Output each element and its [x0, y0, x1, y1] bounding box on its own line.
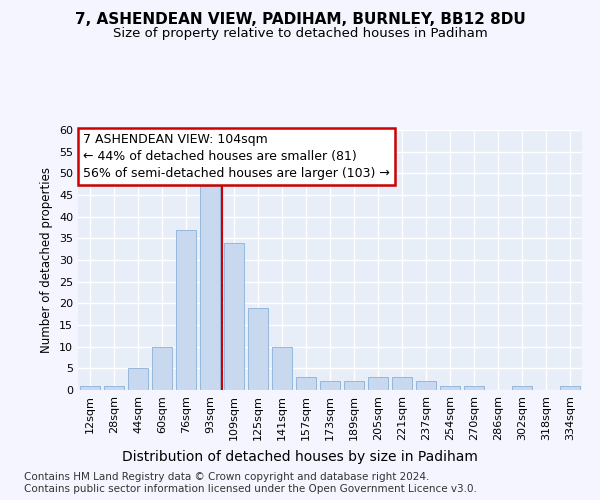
Text: 7, ASHENDEAN VIEW, PADIHAM, BURNLEY, BB12 8DU: 7, ASHENDEAN VIEW, PADIHAM, BURNLEY, BB1…: [74, 12, 526, 28]
Bar: [560, 386, 580, 390]
Bar: [320, 382, 340, 390]
Bar: [152, 346, 172, 390]
Bar: [128, 368, 148, 390]
Bar: [344, 382, 364, 390]
Text: Contains public sector information licensed under the Open Government Licence v3: Contains public sector information licen…: [24, 484, 477, 494]
Text: Contains HM Land Registry data © Crown copyright and database right 2024.: Contains HM Land Registry data © Crown c…: [24, 472, 430, 482]
Bar: [200, 186, 220, 390]
Bar: [176, 230, 196, 390]
Bar: [80, 386, 100, 390]
Y-axis label: Number of detached properties: Number of detached properties: [40, 167, 53, 353]
Bar: [224, 242, 244, 390]
Text: Distribution of detached houses by size in Padiham: Distribution of detached houses by size …: [122, 450, 478, 464]
Bar: [416, 382, 436, 390]
Bar: [296, 377, 316, 390]
Text: 7 ASHENDEAN VIEW: 104sqm
← 44% of detached houses are smaller (81)
56% of semi-d: 7 ASHENDEAN VIEW: 104sqm ← 44% of detach…: [83, 132, 390, 180]
Bar: [512, 386, 532, 390]
Bar: [440, 386, 460, 390]
Bar: [248, 308, 268, 390]
Text: Size of property relative to detached houses in Padiham: Size of property relative to detached ho…: [113, 28, 487, 40]
Bar: [272, 346, 292, 390]
Bar: [368, 377, 388, 390]
Bar: [464, 386, 484, 390]
Bar: [392, 377, 412, 390]
Bar: [104, 386, 124, 390]
